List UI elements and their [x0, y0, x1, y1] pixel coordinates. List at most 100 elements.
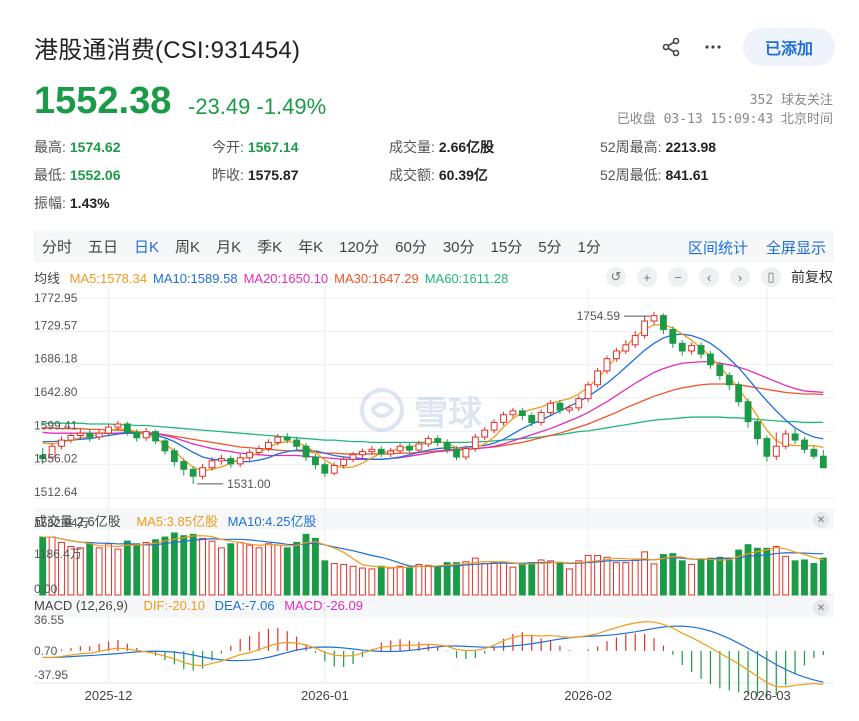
close-macd-icon[interactable]: ✕	[813, 600, 829, 616]
volume-bar	[500, 562, 507, 596]
candle-body	[556, 402, 564, 411]
fullscreen-button[interactable]: 全屏显示	[765, 240, 826, 257]
volume-bar	[406, 566, 413, 596]
volume-bar	[95, 547, 103, 596]
candle-body	[208, 460, 216, 469]
tab-period[interactable]: 日K	[134, 238, 160, 256]
tab-period[interactable]: 1分	[577, 238, 601, 256]
zoom-out-icon[interactable]: −	[668, 267, 688, 287]
tab-period[interactable]: 月K	[216, 238, 242, 256]
candle-body	[471, 436, 479, 450]
candle-body	[170, 450, 178, 463]
candle-body	[603, 358, 611, 372]
candle-body	[340, 458, 348, 466]
volume-bar	[302, 533, 310, 596]
candle-body	[302, 445, 310, 458]
stat-value: 841.61	[665, 167, 709, 183]
stat-item: 52周最高: 2213.98	[600, 137, 716, 157]
volume-bar	[754, 547, 761, 596]
candle-body	[349, 454, 357, 460]
y-axis-label: 1512.64	[34, 485, 78, 499]
volume-bar	[810, 563, 818, 596]
tab-period[interactable]: 五日	[88, 238, 119, 256]
candle-body	[772, 445, 780, 457]
tab-period[interactable]: 60分	[395, 238, 427, 256]
candle-body	[368, 448, 376, 453]
candle-body	[594, 370, 601, 386]
header-actions: 已添加	[655, 28, 835, 66]
stat-item: 成交额: 60.39亿	[389, 165, 488, 185]
volume-bar	[660, 554, 667, 596]
volume-bar	[189, 533, 197, 596]
tab-period[interactable]: 周K	[175, 238, 201, 256]
more-icon[interactable]	[697, 31, 729, 63]
candle-body	[547, 402, 554, 413]
prev-icon[interactable]: ‹	[699, 267, 719, 287]
volume-bar	[152, 539, 159, 596]
watermark: 雪球	[358, 380, 498, 440]
dif-line	[42, 621, 824, 688]
kline-chart[interactable]: 1772.95 1729.57 1686.18 1642.80 1599.41 1556.…	[34, 288, 834, 708]
zoom-in-icon[interactable]: +	[637, 267, 657, 287]
tab-period[interactable]: 30分	[442, 238, 475, 256]
volume-bar	[274, 544, 282, 596]
tab-period[interactable]: 年K	[298, 238, 324, 256]
volume-bar	[688, 563, 696, 596]
volume-bar	[594, 554, 601, 596]
macd-value: MACD:-26.09	[284, 598, 363, 613]
undo-icon[interactable]: ↺	[606, 267, 626, 287]
volume-bar	[330, 563, 338, 596]
volume-bar	[490, 562, 498, 596]
range-stats-button[interactable]: 区间统计	[687, 240, 748, 257]
volume-bar	[255, 547, 263, 596]
candle-body	[641, 320, 649, 337]
tab-period[interactable]: 120分	[339, 238, 380, 256]
candle-body	[359, 451, 366, 456]
added-watchlist-button[interactable]: 已添加	[743, 28, 835, 66]
candle-body	[283, 436, 291, 441]
ma-value: MA60:1611.28	[424, 271, 509, 286]
stat-item: 振幅: 1.43%	[34, 193, 110, 213]
stat-label: 52周最低:	[600, 167, 662, 183]
volume-bar	[349, 565, 357, 596]
volume-bar	[612, 562, 620, 596]
candle-icon[interactable]: ▯	[761, 267, 781, 287]
candle-body	[189, 468, 197, 477]
volume-axis-label: 0.00	[34, 582, 58, 596]
volume-bar	[772, 545, 780, 596]
next-icon[interactable]: ›	[730, 267, 750, 287]
volume-bar	[735, 549, 743, 596]
close-volume-icon[interactable]: ✕	[813, 512, 829, 528]
candle-body	[180, 461, 188, 470]
tab-period[interactable]: 季K	[257, 238, 283, 256]
candle-body	[462, 448, 470, 458]
candle-body	[39, 454, 47, 460]
stat-label: 最高:	[34, 139, 66, 155]
tab-period[interactable]: 5分	[538, 238, 562, 256]
volume-bar	[744, 544, 752, 596]
macd-axis-label: -37.95	[34, 668, 68, 682]
macd-legend: MACD (12,26,9) DIF:-20.10 DEA:-7.06 MACD…	[34, 598, 363, 613]
volume-bar	[377, 565, 385, 596]
y-axis-label: 1556.02	[34, 452, 78, 466]
volume-bar	[725, 557, 733, 596]
ma10-line	[42, 333, 824, 463]
candle-body	[312, 456, 319, 466]
volume-bar	[227, 543, 235, 596]
tab-period[interactable]: 分时	[42, 238, 73, 256]
candle-body	[697, 345, 705, 355]
volume-bar	[471, 557, 479, 596]
candle-body	[453, 448, 460, 458]
volume-bar	[819, 557, 827, 596]
stat-item: 最高: 1574.62	[34, 137, 121, 157]
volume-bar	[67, 545, 75, 596]
stat-label: 今开:	[212, 139, 244, 155]
volume-bar	[453, 562, 460, 596]
tab-period[interactable]: 15分	[490, 238, 523, 256]
candle-body	[293, 439, 301, 447]
share-icon[interactable]	[655, 31, 687, 63]
candle-body	[48, 445, 56, 458]
adjust-mode-button[interactable]: 前复权	[791, 269, 833, 285]
ma30-line	[42, 383, 824, 455]
current-price: 1552.38	[34, 80, 172, 122]
